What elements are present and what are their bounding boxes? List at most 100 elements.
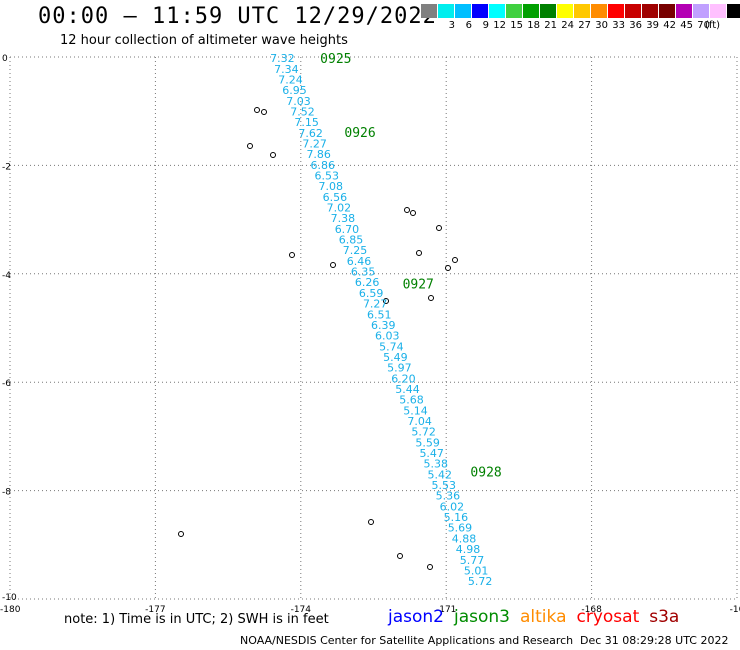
legend-swatch xyxy=(659,4,676,18)
legend-label: 70 xyxy=(697,20,710,31)
x-tick-label: -180 xyxy=(0,605,21,615)
satellite-cryosat: cryosat xyxy=(576,607,640,627)
swh-label: 5.14 xyxy=(403,404,428,417)
track-time-label: 0925 xyxy=(320,52,351,67)
legend-label: 30 xyxy=(595,20,608,31)
legend-swatch xyxy=(574,4,591,18)
legend-label: 9 xyxy=(482,20,489,31)
track-time-label: 0928 xyxy=(470,466,501,481)
swh-label: 7.25 xyxy=(343,244,368,257)
legend-swatch xyxy=(727,4,740,18)
y-tick-label: -4 xyxy=(2,271,11,281)
swh-label: 6.59 xyxy=(359,287,384,300)
swh-label: 6.53 xyxy=(315,169,340,182)
satellite-altika: altika xyxy=(520,607,567,627)
x-tick-label: -177 xyxy=(145,605,165,615)
x-tick-label: -168 xyxy=(581,605,602,615)
swh-label: 5.77 xyxy=(460,554,485,567)
swh-label: 7.02 xyxy=(327,202,352,215)
legend-label: 18 xyxy=(527,20,540,31)
legend-labels: 3 6 9 12 15 18 21 24 27 30 33 36 39 42 45 70 xyxy=(421,20,740,31)
legend-swatch xyxy=(421,4,438,18)
island xyxy=(368,519,374,525)
swh-label: 4.88 xyxy=(452,532,477,545)
island xyxy=(416,250,422,256)
swh-label: 5.49 xyxy=(383,351,408,364)
swh-label: 5.59 xyxy=(415,436,440,449)
track-time-label: 0927 xyxy=(403,278,434,293)
y-tick-label: 0 xyxy=(2,54,8,64)
swh-label: 6.03 xyxy=(375,330,400,343)
swh-label: 6.95 xyxy=(282,84,307,97)
swh-label: 7.38 xyxy=(331,212,356,225)
y-tick-label: -8 xyxy=(2,488,11,498)
x-tick-label: -171 xyxy=(436,605,456,615)
swh-label: 7.52 xyxy=(290,105,315,118)
swh-label: 7.15 xyxy=(294,116,319,129)
swh-label: 5.47 xyxy=(419,447,444,460)
y-tick-label: -10 xyxy=(2,593,17,603)
legend-label: 12 xyxy=(493,20,506,31)
swh-label: 5.16 xyxy=(444,511,469,524)
page-subtitle: 12 hour collection of altimeter wave hei… xyxy=(60,33,348,48)
page-title: 00:00 – 11:59 UTC 12/29/2022 xyxy=(38,4,437,29)
legend-label: 3 xyxy=(448,20,455,31)
islands xyxy=(178,107,458,570)
legend-swatch xyxy=(710,4,727,18)
swh-label: 5.36 xyxy=(436,490,461,503)
swh-label: 5.72 xyxy=(411,426,436,439)
swh-label: 5.53 xyxy=(432,479,457,492)
island xyxy=(436,225,442,231)
legend-label: 24 xyxy=(561,20,574,31)
island xyxy=(427,564,433,570)
satellite-legend: jason2 jason3 altika cryosat s3a xyxy=(388,607,689,627)
legend-label: 39 xyxy=(646,20,659,31)
legend-swatch xyxy=(472,4,489,18)
swh-label: 6.56 xyxy=(323,191,348,204)
swh-label: 6.51 xyxy=(367,308,392,321)
color-legend: 3 6 9 12 15 18 21 24 27 30 33 36 39 42 45 70 (ft) xyxy=(421,4,740,31)
legend-swatch xyxy=(557,4,574,18)
x-tick-label: -16 xyxy=(730,605,740,615)
legend-swatch xyxy=(438,4,455,18)
satellite-jason2: jason2 xyxy=(388,607,444,627)
swh-label: 6.39 xyxy=(371,319,396,332)
swh-label: 5.74 xyxy=(379,340,404,353)
y-tick-label: -2 xyxy=(2,162,11,172)
legend-label: 27 xyxy=(578,20,591,31)
legend-label: 21 xyxy=(544,20,557,31)
swh-label: 7.08 xyxy=(319,180,344,193)
legend-label: 6 xyxy=(465,20,472,31)
legend-swatch xyxy=(608,4,625,18)
island xyxy=(445,265,451,271)
swh-label: 5.38 xyxy=(423,458,448,471)
island xyxy=(410,210,416,216)
swh-label: 5.01 xyxy=(464,564,489,577)
island xyxy=(330,262,336,268)
swh-label: 5.68 xyxy=(399,394,424,407)
track-time-label: 0926 xyxy=(344,126,375,141)
satellite-jason3: jason3 xyxy=(454,607,510,627)
legend-label: 42 xyxy=(663,20,676,31)
y-tick-label: -6 xyxy=(2,379,11,389)
x-tick-label: -174 xyxy=(291,605,312,615)
satellite-s3a: s3a xyxy=(649,607,680,627)
island xyxy=(254,107,260,113)
swh-label: 6.70 xyxy=(335,223,360,236)
island xyxy=(452,257,458,263)
axis-ticks: -180 -177 -174 -171 -168 -16 0 -2 -4 -6 -8 -10 xyxy=(0,54,740,615)
island xyxy=(404,207,410,213)
timestamp: Dec 31 08:29:28 UTC 2022 xyxy=(580,634,729,647)
legend-swatch xyxy=(506,4,523,18)
swh-label: 7.62 xyxy=(298,127,323,140)
satellite-track: 7.327.347.246.957.037.527.157.627.277.86… xyxy=(270,52,502,588)
island xyxy=(270,152,276,158)
legend-swatch xyxy=(489,4,506,18)
legend-swatch xyxy=(540,4,557,18)
island xyxy=(261,109,267,115)
legend-label: 15 xyxy=(510,20,523,31)
legend-label: 33 xyxy=(612,20,625,31)
swh-label: 6.35 xyxy=(351,266,376,279)
legend-swatch xyxy=(591,4,608,18)
swh-label: 7.24 xyxy=(278,73,303,86)
